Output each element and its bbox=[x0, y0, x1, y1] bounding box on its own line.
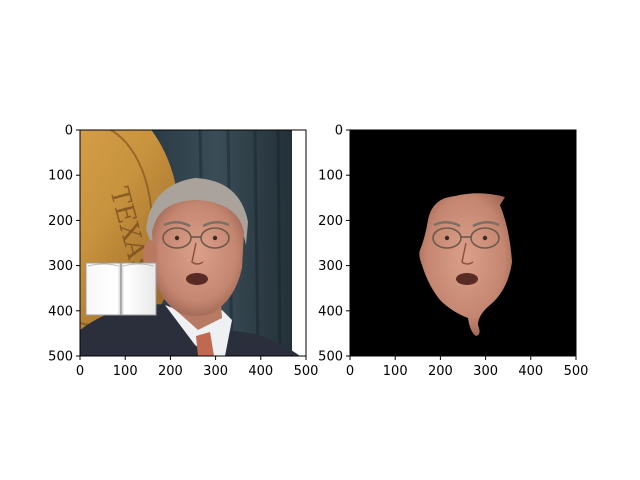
right-xtick-label: 400 bbox=[518, 364, 543, 379]
right-ytick-label: 200 bbox=[318, 214, 343, 229]
right-xtick-label: 200 bbox=[428, 364, 453, 379]
right-ytick-label: 100 bbox=[318, 169, 343, 184]
mask-image bbox=[350, 130, 576, 356]
left-xtick-label: 500 bbox=[294, 364, 319, 379]
left-xtick-label: 400 bbox=[248, 364, 273, 379]
right-ytick-label: 500 bbox=[318, 350, 343, 365]
right-ytick-label: 0 bbox=[335, 124, 343, 139]
masked-face bbox=[419, 193, 512, 336]
left-xtick-label: 0 bbox=[76, 364, 84, 379]
left-xtick-label: 300 bbox=[203, 364, 228, 379]
book-occluder bbox=[85, 262, 157, 316]
right-xtick-label: 500 bbox=[564, 364, 589, 379]
right-xtick-label: 0 bbox=[346, 364, 354, 379]
left-xtick-label: 100 bbox=[113, 364, 138, 379]
right-ytick-label: 300 bbox=[318, 259, 343, 274]
left-ytick-label: 500 bbox=[48, 350, 73, 365]
photo-image: TEXAS bbox=[80, 130, 306, 356]
left-panel: TEXAS bbox=[48, 124, 318, 380]
left-ytick-label: 0 bbox=[65, 124, 73, 139]
right-xtick-label: 100 bbox=[383, 364, 408, 379]
left-ytick-label: 400 bbox=[48, 304, 73, 319]
left-axes-frame bbox=[79, 129, 307, 357]
left-xtick-label: 200 bbox=[158, 364, 183, 379]
right-ytick-label: 400 bbox=[318, 304, 343, 319]
left-ytick-label: 100 bbox=[48, 169, 73, 184]
right-xtick-label: 300 bbox=[473, 364, 498, 379]
left-ytick-label: 200 bbox=[48, 214, 73, 229]
right-axes-frame bbox=[349, 129, 577, 357]
left-ytick-label: 300 bbox=[48, 259, 73, 274]
